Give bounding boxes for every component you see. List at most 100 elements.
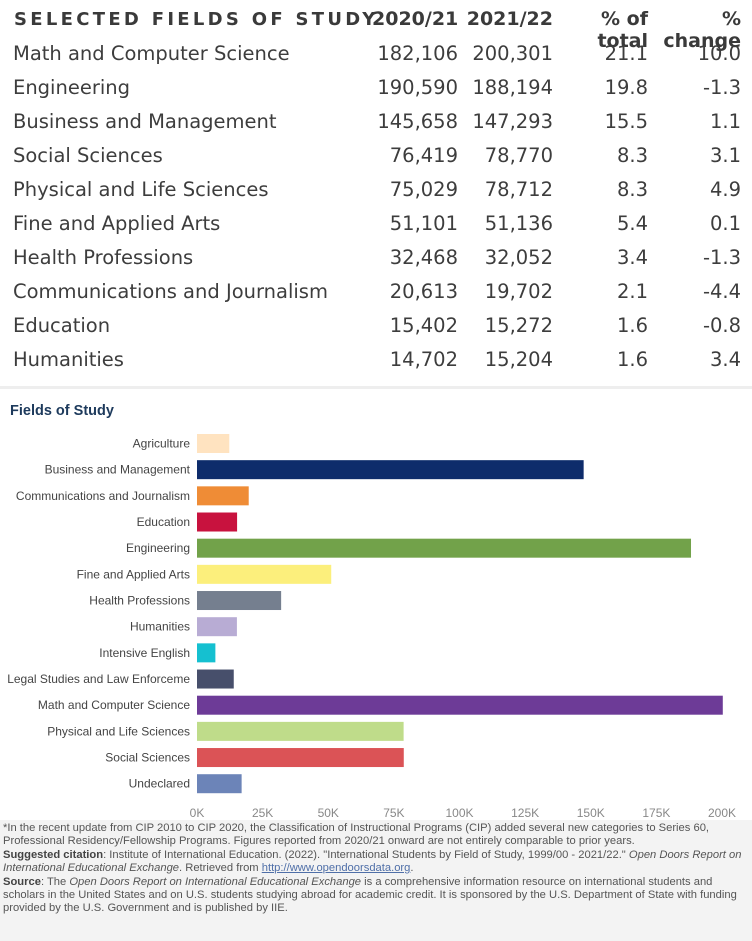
- cell-pct-total: 19.8: [604, 76, 648, 99]
- cell-y2021: 76,419: [389, 144, 458, 167]
- cell-field: Engineering: [13, 76, 130, 99]
- cell-y2021: 182,106: [377, 42, 458, 65]
- table-row: Social Sciences 76,419 78,770 8.3 3.1: [0, 144, 752, 178]
- category-label: Social Sciences: [105, 751, 190, 765]
- category-label: Health Professions: [89, 594, 190, 608]
- cell-pct-change: 4.9: [709, 178, 741, 201]
- cell-pct-total: 1.6: [616, 348, 648, 371]
- footnote-cip-note: *In the recent update from CIP 2010 to C…: [3, 822, 710, 848]
- category-label: Undeclared: [129, 777, 190, 791]
- cell-y2021: 145,658: [377, 110, 458, 133]
- cell-pct-change: 3.1: [709, 144, 741, 167]
- source-label: Source: [3, 875, 41, 888]
- col-header-2020-21: 2020/21: [372, 8, 459, 30]
- bar-engineering[interactable]: [197, 538, 692, 558]
- cell-field: Health Professions: [13, 246, 194, 269]
- cell-pct-total: 8.3: [616, 144, 648, 167]
- cell-y2122: 78,712: [484, 178, 553, 201]
- category-label: Communications and Journalism: [16, 489, 190, 503]
- cell-y2122: 147,293: [472, 110, 553, 133]
- x-tick-label: 25K: [252, 806, 273, 820]
- cell-y2021: 32,468: [389, 246, 458, 269]
- col-header-2021-22: 2021/22: [466, 8, 553, 30]
- category-label: Legal Studies and Law Enforceme: [7, 672, 190, 686]
- cell-y2122: 32,052: [484, 246, 553, 269]
- x-tick-label: 75K: [383, 806, 404, 820]
- table-title: SELECTED FIELDS OF STUDY: [14, 9, 379, 30]
- bar-chart-svg: Agriculture Business and Management Commun…: [7, 434, 736, 820]
- footnote: *In the recent update from CIP 2010 to C…: [0, 820, 752, 941]
- cell-pct-change: -1.3: [702, 246, 741, 269]
- fields-of-study-chart: Fields of Study Agriculture Business and …: [0, 386, 752, 820]
- cell-y2122: 51,136: [484, 212, 553, 235]
- cell-field: Education: [13, 314, 111, 337]
- bar-agriculture[interactable]: [197, 434, 230, 453]
- bar-health-professions[interactable]: [197, 591, 282, 611]
- cell-y2021: 20,613: [389, 280, 458, 303]
- category-label: Business and Management: [45, 463, 191, 477]
- x-tick-label: 125K: [511, 806, 539, 820]
- x-tick-label: 100K: [445, 806, 473, 820]
- x-tick-label: 175K: [642, 806, 670, 820]
- cell-y2021: 75,029: [389, 178, 458, 201]
- cell-field: Social Sciences: [13, 144, 163, 167]
- x-tick-label: 50K: [318, 806, 339, 820]
- cell-field: Humanities: [13, 348, 124, 371]
- bar-business-and-management[interactable]: [197, 460, 584, 480]
- cell-pct-total: 15.5: [604, 110, 648, 133]
- category-label: Physical and Life Sciences: [47, 724, 190, 738]
- x-tick-label: 200K: [708, 806, 736, 820]
- citation-retrieved: . Retrieved from: [179, 862, 262, 875]
- bar-legal-studies-and-law-enforceme[interactable]: [197, 669, 234, 689]
- category-label: Intensive English: [99, 646, 190, 660]
- table-row: Education 15,402 15,272 1.6 -0.8: [0, 314, 752, 348]
- cell-pct-change: 1.1: [709, 110, 741, 133]
- bar-undeclared[interactable]: [197, 774, 242, 794]
- cell-y2122: 15,272: [484, 314, 553, 337]
- source-pre: : The: [40, 875, 70, 888]
- category-label: Fine and Applied Arts: [77, 567, 190, 581]
- bar-physical-and-life-sciences[interactable]: [197, 721, 404, 741]
- cell-y2122: 200,301: [472, 42, 553, 65]
- cell-field: Business and Management: [13, 110, 277, 133]
- cell-y2122: 15,204: [484, 348, 553, 371]
- category-label: Math and Computer Science: [38, 698, 190, 712]
- cell-y2021: 51,101: [389, 212, 458, 235]
- bar-communications-and-journalism[interactable]: [197, 486, 249, 506]
- table-row: Fine and Applied Arts 51,101 51,136 5.4 0.1: [0, 212, 752, 246]
- cell-y2122: 19,702: [484, 280, 553, 303]
- cell-pct-total: 5.4: [616, 212, 648, 235]
- bar-education[interactable]: [197, 512, 238, 532]
- cell-y2021: 14,702: [389, 348, 458, 371]
- source-italic: Open Doors Report on International Educa…: [69, 875, 362, 888]
- category-label: Engineering: [126, 541, 190, 555]
- cell-pct-total: 21.1: [604, 42, 648, 65]
- cell-pct-total: 8.3: [616, 178, 648, 201]
- footnote-citation: Suggested citation: Institute of Interna…: [3, 849, 746, 876]
- cell-pct-change: -1.3: [702, 76, 741, 99]
- citation-end: .: [410, 862, 414, 875]
- cell-pct-change: -4.4: [702, 280, 741, 303]
- x-tick-label: 0K: [190, 806, 205, 820]
- cell-pct-change: -0.8: [702, 314, 741, 337]
- bar-social-sciences[interactable]: [197, 748, 404, 768]
- col-header-pct-total: % of total: [597, 8, 648, 52]
- table-row: Engineering 190,590 188,194 19.8 -1.3: [0, 76, 752, 110]
- table-row: Humanities 14,702 15,204 1.6 3.4: [0, 348, 752, 382]
- col-header-pct-change: % change: [663, 8, 741, 52]
- citation-text: : Institute of International Education. …: [103, 848, 629, 861]
- citation-italic: Open Doors Report on International Educa…: [3, 848, 742, 875]
- opendoors-link[interactable]: http://www.opendoorsdata.org: [261, 862, 411, 875]
- footnote-source: Source: The Open Doors Report on Interna…: [3, 876, 746, 916]
- bar-humanities[interactable]: [197, 617, 237, 637]
- cell-field: Fine and Applied Arts: [13, 212, 221, 235]
- chart-title: Fields of Study: [10, 403, 114, 419]
- cell-pct-total: 1.6: [616, 314, 648, 337]
- cell-field: Communications and Journalism: [13, 280, 328, 303]
- cell-field: Physical and Life Sciences: [13, 178, 269, 201]
- category-label: Agriculture: [133, 437, 191, 451]
- bar-math-and-computer-science[interactable]: [197, 695, 723, 715]
- bar-intensive-english[interactable]: [197, 643, 216, 663]
- cell-y2122: 188,194: [472, 76, 553, 99]
- bar-fine-and-applied-arts[interactable]: [197, 564, 332, 584]
